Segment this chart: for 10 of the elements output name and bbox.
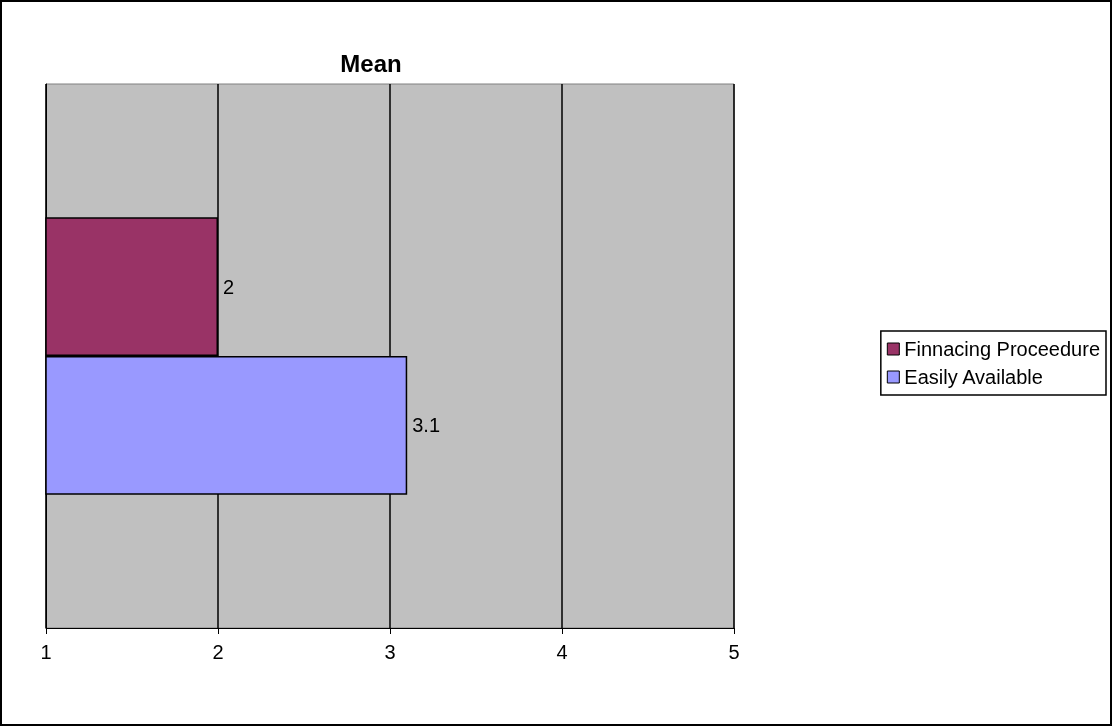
x-tick-label: 1: [40, 641, 52, 663]
x-tick-label: 4: [556, 641, 568, 663]
data-label: 2: [223, 275, 235, 298]
x-tick-label: 3: [384, 641, 396, 663]
legend-label: Finnacing Proceedure: [904, 338, 1101, 360]
chart-title: Mean: [340, 49, 402, 77]
x-tick-label: 2: [212, 641, 224, 663]
data-label: 3.1: [412, 414, 441, 437]
x-tick-label: 5: [728, 641, 740, 663]
legend-label: Easily Available: [904, 366, 1043, 388]
